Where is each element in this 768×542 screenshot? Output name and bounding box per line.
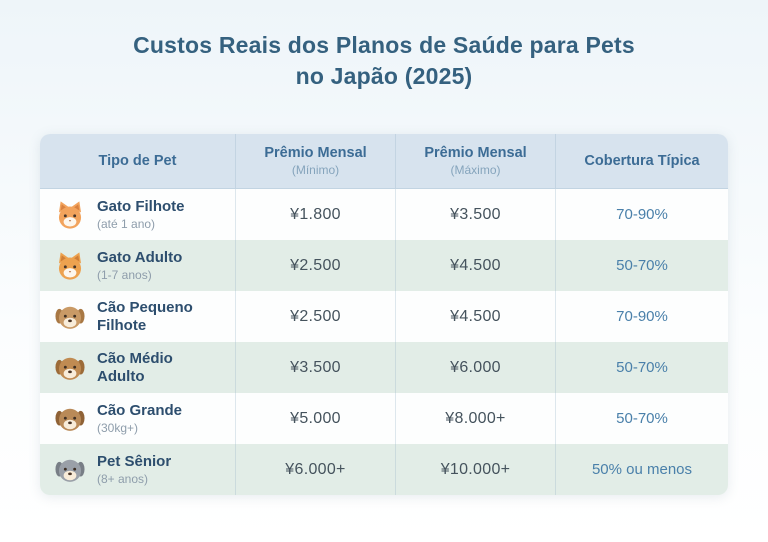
table-header: Tipo de Pet Prêmio Mensal (Mínimo) Prêmi… xyxy=(40,134,728,189)
adult-cat-icon xyxy=(52,248,88,284)
premium-max-value: ¥8.000+ xyxy=(396,393,556,444)
table-body: Gato Filhote (até 1 ano) ¥1.800 ¥3.500 7… xyxy=(40,189,728,495)
table-row: Pet Sênior (8+ anos) ¥6.000+ ¥10.000+ 50… xyxy=(40,444,728,495)
pet-subtitle: (8+ anos) xyxy=(97,472,149,487)
header-cobertura-tipica: Cobertura Típica xyxy=(556,134,728,188)
page-title-line2: no Japão (2025) xyxy=(295,63,473,90)
pet-subtitle: (1-7 anos) xyxy=(97,268,152,283)
coverage-value: 70-90% xyxy=(616,206,668,223)
premium-max-value: ¥4.500 xyxy=(396,240,556,291)
pet-subtitle: (até 1 ano) xyxy=(97,217,156,232)
table-row: Cão Pequeno Filhote ¥2.500 ¥4.500 70-90% xyxy=(40,291,728,342)
pet-name: Cão Pequeno Filhote xyxy=(97,299,193,334)
header-sublabel: (Máximo) xyxy=(450,163,501,177)
pet-name: Cão Grande xyxy=(97,401,183,419)
pet-name: Cão Médio Adulto xyxy=(97,350,173,385)
header-sublabel: (Mínimo) xyxy=(291,163,340,177)
pet-cell: Gato Filhote (até 1 ano) xyxy=(40,189,236,240)
kitten-icon xyxy=(52,197,88,233)
senior-dog-icon xyxy=(52,452,88,488)
coverage-value: 50% ou menos xyxy=(591,461,693,478)
table-row: Cão Médio Adulto ¥3.500 ¥6.000 50-70% xyxy=(40,342,728,393)
coverage-value: 50-70% xyxy=(616,359,668,376)
premium-min-value: ¥2.500 xyxy=(236,240,396,291)
medium-dog-icon xyxy=(52,350,88,386)
premium-min-value: ¥3.500 xyxy=(236,342,396,393)
premium-max-value: ¥4.500 xyxy=(396,291,556,342)
pet-cell: Cão Pequeno Filhote xyxy=(40,291,236,342)
table-row: Gato Adulto (1-7 anos) ¥2.500 ¥4.500 50-… xyxy=(40,240,728,291)
header-label: Prêmio Mensal xyxy=(264,145,367,161)
coverage-value: 50-70% xyxy=(616,410,668,427)
page-title-line1: Custos Reais dos Planos de Saúde para Pe… xyxy=(133,32,635,58)
premium-max-value: ¥10.000+ xyxy=(396,444,556,495)
premium-min-value: ¥1.800 xyxy=(236,189,396,240)
page-title: Custos Reais dos Planos de Saúde para Pe… xyxy=(0,30,768,92)
page: Custos Reais dos Planos de Saúde para Pe… xyxy=(0,30,768,542)
pet-cell: Cão Grande (30kg+) xyxy=(40,393,236,444)
table-row: Cão Grande (30kg+) ¥5.000 ¥8.000+ 50-70% xyxy=(40,393,728,444)
large-dog-icon xyxy=(52,401,88,437)
small-dog-icon xyxy=(52,299,88,335)
premium-min-value: ¥6.000+ xyxy=(236,444,396,495)
header-label: Cobertura Típica xyxy=(584,153,700,169)
header-tipo-de-pet: Tipo de Pet xyxy=(40,134,236,188)
premium-max-value: ¥3.500 xyxy=(396,189,556,240)
header-label: Tipo de Pet xyxy=(98,153,177,169)
pet-name: Gato Adulto xyxy=(97,248,183,266)
premium-min-value: ¥5.000 xyxy=(236,393,396,444)
coverage-value: 50-70% xyxy=(616,257,668,274)
pet-cell: Pet Sênior (8+ anos) xyxy=(40,444,236,495)
premium-min-value: ¥2.500 xyxy=(236,291,396,342)
header-label: Prêmio Mensal xyxy=(424,145,527,161)
header-premio-minimo: Prêmio Mensal (Mínimo) xyxy=(236,134,396,188)
header-premio-maximo: Prêmio Mensal (Máximo) xyxy=(396,134,556,188)
pet-subtitle: (30kg+) xyxy=(97,421,139,436)
pet-name: Gato Filhote xyxy=(97,197,185,215)
premium-max-value: ¥6.000 xyxy=(396,342,556,393)
pet-insurance-table: Tipo de Pet Prêmio Mensal (Mínimo) Prêmi… xyxy=(40,134,728,495)
table-row: Gato Filhote (até 1 ano) ¥1.800 ¥3.500 7… xyxy=(40,189,728,240)
pet-cell: Gato Adulto (1-7 anos) xyxy=(40,240,236,291)
pet-cell: Cão Médio Adulto xyxy=(40,342,236,393)
coverage-value: 70-90% xyxy=(616,308,668,325)
pet-name: Pet Sênior xyxy=(97,452,172,470)
